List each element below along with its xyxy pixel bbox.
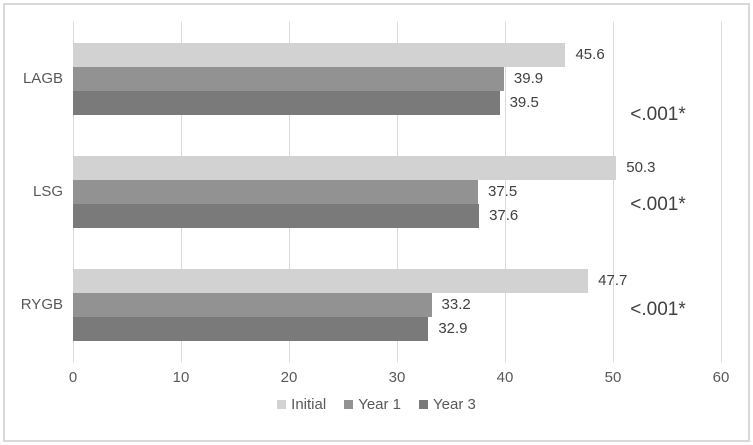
legend-label: Year 3 [433,396,476,413]
x-axis-tick-label: 40 [496,369,514,386]
bar-year-3 [73,90,500,115]
x-axis-tick-label: 60 [712,369,730,386]
bar-year-3 [73,204,480,228]
x-axis-tick-label: 50 [604,369,622,386]
bar-year-3 [73,317,429,342]
gridline [504,22,506,362]
bar-value-label: 47.7 [598,272,628,290]
legend-marker-icon [419,400,429,409]
bar-year-1 [73,293,432,318]
legend: Initial Year 1 Year 3 [0,396,753,413]
legend-item-year-3: Year 3 [419,396,476,413]
bar-value-label: 45.6 [575,45,605,63]
bar-value-label: 39.9 [513,69,544,87]
gridline [612,22,614,362]
gridline [720,22,722,362]
category-label: LAGB [22,69,63,87]
bar-value-label: 50.3 [626,159,656,176]
bar-value-label: 37.6 [489,207,519,224]
bar-initial [73,269,589,294]
legend-label: Year 1 [358,396,402,413]
bar-initial [73,156,617,180]
x-axis-tick-label: 10 [172,369,190,386]
legend-label: Initial [291,396,327,413]
bar-year-1 [73,66,504,91]
bar-value-label: 33.2 [441,296,471,314]
bar-year-1 [73,180,478,204]
bar-value-label: 32.9 [438,320,468,338]
p-value-annotation: <.001* [630,194,686,215]
category-label: LSG [32,183,63,200]
x-axis-tick-label: 20 [280,369,298,386]
x-axis-tick-label: 0 [68,369,78,386]
legend-marker-icon [277,400,287,409]
bar-value-label: 37.5 [488,183,518,200]
legend-marker-icon [344,400,354,409]
category-label: RYGB [20,296,63,314]
legend-item-year-1: Year 1 [344,396,401,413]
bar-value-label: 39.5 [509,93,539,111]
p-value-annotation: <.001* [630,104,686,125]
bar-initial [73,42,566,67]
legend-item-initial: Initial [277,396,326,413]
p-value-annotation: <.001* [630,299,686,320]
x-axis-tick-label: 30 [388,369,406,386]
